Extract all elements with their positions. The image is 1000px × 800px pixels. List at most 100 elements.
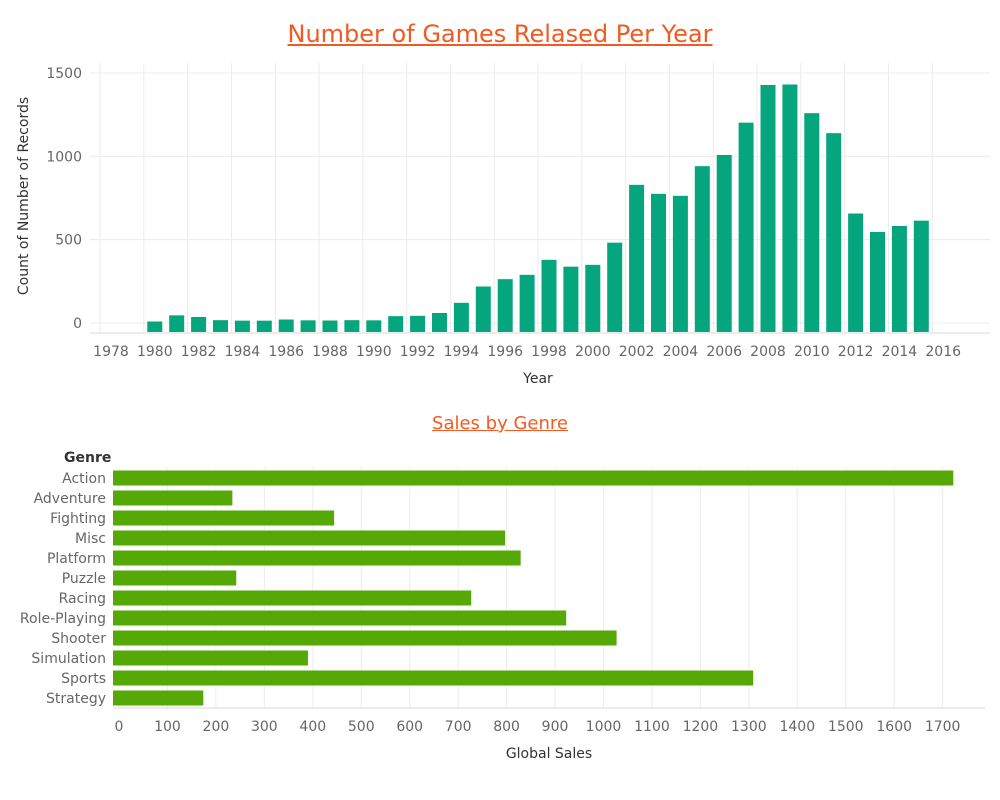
bar-genre-misc — [113, 530, 506, 546]
bar-year-1986 — [278, 319, 294, 332]
x-tick-label: 1700 — [925, 719, 961, 735]
y-axis-title: Genre — [64, 450, 111, 466]
bar-year-2014 — [891, 226, 907, 332]
bar-year-2015 — [913, 220, 929, 332]
x-tick-label: 200 — [203, 719, 230, 735]
bar-year-2007 — [738, 122, 754, 333]
x-axis-title: Global Sales — [506, 746, 592, 762]
bar-year-1990 — [366, 320, 382, 332]
bar-genre-sports — [113, 670, 754, 686]
bar-year-1999 — [563, 266, 579, 332]
x-tick-label: 0 — [115, 719, 124, 735]
x-tick-label: 2016 — [925, 344, 961, 360]
bar-year-2003 — [651, 193, 666, 332]
bar-genre-role-playing — [113, 610, 567, 626]
x-tick-label: 1994 — [444, 344, 480, 360]
bar-year-2000 — [585, 264, 601, 332]
genre-label: Strategy — [46, 691, 106, 707]
x-tick-label: 2012 — [838, 344, 874, 360]
bar-year-2011 — [826, 133, 842, 332]
x-tick-label: 400 — [299, 719, 326, 735]
bar-year-2008 — [760, 85, 776, 332]
x-tick-label: 1982 — [181, 344, 217, 360]
x-tick-label: 2006 — [706, 344, 742, 360]
bar-year-2002 — [629, 184, 645, 332]
y-tick-label: 500 — [55, 233, 82, 249]
bar-genre-fighting — [113, 510, 335, 526]
chart-title-sales-by-genre: Sales by Genre — [432, 413, 568, 434]
x-tick-label: 2004 — [663, 344, 699, 360]
bar-year-1981 — [169, 315, 185, 332]
x-tick-label: 600 — [396, 719, 423, 735]
y-tick-label: 0 — [73, 316, 82, 332]
x-tick-label: 2008 — [750, 344, 786, 360]
x-tick-label: 2000 — [575, 344, 611, 360]
genre-label: Shooter — [51, 631, 106, 647]
x-tick-label: 500 — [348, 719, 375, 735]
bar-year-1988 — [322, 320, 338, 332]
bar-year-1984 — [234, 320, 250, 332]
x-tick-label: 1990 — [356, 344, 392, 360]
genre-label: Simulation — [31, 651, 106, 667]
x-tick-label: 1600 — [876, 719, 912, 735]
bar-genre-platform — [113, 550, 521, 566]
x-tick-label: 1300 — [731, 719, 767, 735]
x-axis-title: Year — [522, 371, 553, 387]
y-tick-label: 1000 — [46, 149, 82, 165]
bar-year-2009 — [782, 84, 798, 332]
x-tick-label: 2002 — [619, 344, 655, 360]
x-tick-label: 1984 — [225, 344, 261, 360]
bar-genre-racing — [113, 590, 472, 606]
bar-year-2010 — [804, 113, 820, 333]
x-tick-label: 1500 — [828, 719, 864, 735]
bar-genre-strategy — [113, 690, 204, 706]
x-tick-label: 2014 — [882, 344, 918, 360]
bar-year-2006 — [716, 155, 732, 332]
bar-genre-simulation — [113, 650, 308, 666]
genre-label: Racing — [59, 591, 106, 607]
genre-label: Action — [62, 471, 106, 487]
x-tick-label: 1980 — [137, 344, 173, 360]
x-tick-label: 1978 — [93, 344, 129, 360]
bar-year-2001 — [607, 242, 623, 332]
x-tick-label: 1988 — [312, 344, 348, 360]
genre-label: Role-Playing — [20, 611, 106, 627]
bar-year-2012 — [848, 213, 864, 332]
x-tick-label: 900 — [542, 719, 569, 735]
y-axis-title: Count of Number of Records — [16, 97, 32, 295]
genre-label: Puzzle — [62, 571, 106, 587]
x-tick-label: 800 — [493, 719, 520, 735]
bar-year-2013 — [870, 232, 885, 332]
genre-label: Platform — [47, 551, 106, 567]
bar-year-1996 — [497, 279, 513, 332]
x-tick-label: 1100 — [634, 719, 670, 735]
bar-year-1993 — [432, 313, 447, 332]
bar-genre-shooter — [113, 630, 617, 646]
bar-year-1982 — [191, 317, 207, 332]
x-tick-label: 700 — [445, 719, 472, 735]
bar-year-1980 — [147, 321, 163, 332]
bar-year-1987 — [300, 320, 316, 332]
genre-label: Adventure — [34, 491, 106, 507]
y-tick-label: 1500 — [46, 66, 82, 82]
bar-year-1994 — [453, 302, 469, 332]
genre-label: Sports — [61, 671, 106, 687]
chart-title-games-per-year: Number of Games Relased Per Year — [287, 20, 713, 48]
bar-year-1995 — [475, 286, 491, 332]
genre-label: Fighting — [50, 511, 106, 527]
bar-year-2005 — [694, 166, 710, 332]
x-tick-label: 100 — [154, 719, 181, 735]
x-tick-label: 1400 — [779, 719, 815, 735]
bar-year-1998 — [541, 259, 557, 332]
bar-genre-puzzle — [113, 570, 237, 586]
x-tick-label: 1000 — [586, 719, 622, 735]
x-tick-label: 1996 — [487, 344, 523, 360]
bar-year-1992 — [410, 315, 426, 332]
x-tick-label: 2010 — [794, 344, 830, 360]
bar-year-1991 — [388, 316, 404, 332]
x-tick-label: 1992 — [400, 344, 436, 360]
x-tick-label: 1200 — [683, 719, 719, 735]
bar-genre-action — [113, 470, 954, 486]
bar-year-1989 — [344, 320, 360, 332]
